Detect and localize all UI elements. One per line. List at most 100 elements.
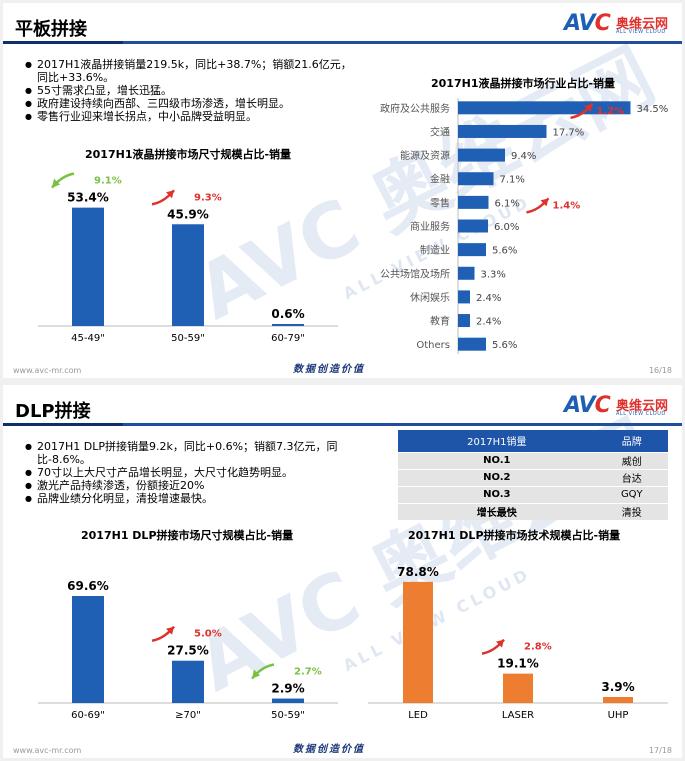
tick-label: Others [416,340,450,351]
data-label: 6.1% [495,198,520,209]
bullet-item: 政府建设持续向西部、三四级市场渗透，增长明显。 [25,97,355,110]
data-label: 45.9% [167,207,209,221]
trend-arrow-head [166,626,174,635]
chart-dlp-size: 69.6% 60-69" 27.5% ≥70" 5.0% 2.9% 50-59" 2.7% [38,579,338,721]
data-label: 19.1% [497,657,539,671]
tick-label: 60-79" [271,333,305,344]
footer-url: www.avc-mr.com [13,366,82,375]
title-divider [3,41,682,44]
data-label: 3.3% [481,269,506,280]
chart-lcd-size: 53.4% 45-49" 9.1% 45.9% 50-59" 9.3% 0.6% 60-79" [38,172,338,344]
slide-lcd-splicing: AVC 奥维云网 ALL VIEW CLOUD 平板拼接 AVC 奥维云网 AL… [3,3,682,378]
brand-ranking-table: 2017H1销量 品牌 NO.1 威创 NO.2 台达 NO.3 GQY 增长最… [398,430,668,520]
tick-label: 45-49" [71,333,105,344]
chart-title-dlp-size: 2017H1 DLP拼接市场尺寸规模占比-销量 [81,529,294,542]
chart-dlp-tech: 78.8% LED 19.1% LASER 2.8% 3.9% UHP [368,565,668,721]
tick-label: 制造业 [420,244,450,257]
bar [458,172,494,186]
tick-label: 交通 [430,125,450,138]
chart-title-dlp-tech: 2017H1 DLP拼接市场技术规模占比-销量 [408,529,621,542]
tick-label: 政府及公共服务 [380,102,450,115]
tick-label: UHP [608,710,629,721]
chart-lcd-industry: 政府及公共服务 34.5% 1.2% 交通 17.7% 能源及资源 9.4% 金融 7.1% 零售… [380,98,669,354]
bar [458,219,488,233]
footer-slogan: 数据创造价值 [293,364,365,375]
bar [458,124,547,138]
table-header-row: 2017H1销量 品牌 [398,430,668,452]
trend-arrow-head [540,198,549,207]
bar [458,195,489,209]
avc-logo: AVC 奥维云网 ALL VIEW CLOUD [564,11,669,36]
bar [72,207,104,326]
table-row: 增长最快 清投 [398,502,668,520]
footer-url: www.avc-mr.com [13,746,82,755]
table-row: NO.3 GQY [398,485,668,503]
page-title: 平板拼接 [15,19,87,40]
table-cell: NO.1 [398,451,596,469]
data-label: 2.9% [271,682,304,696]
title-divider [3,423,682,426]
table-row: NO.1 威创 [398,451,668,469]
change-label: 1.4% [553,200,581,211]
bullet-item: 品牌业绩分化明显，清投增速最快。 [25,492,365,505]
bar [458,337,486,351]
tick-label: 休闲娱乐 [410,291,450,304]
change-label: 2.8% [524,642,552,653]
data-label: 2.4% [476,317,501,328]
change-label: 9.1% [94,176,122,187]
avc-logo: AVC 奥维云网 ALL VIEW CLOUD [564,393,669,418]
tick-label: 能源及资源 [400,149,450,162]
bar [72,595,104,703]
bullet-item: 55寸需求凸显，增长迅猛。 [25,84,355,97]
bar [172,660,204,703]
bar [172,224,204,326]
data-label: 78.8% [397,565,439,579]
tick-label: 60-69" [71,710,105,721]
bar [272,698,304,703]
data-label: 5.6% [492,340,517,351]
data-label: 6.0% [494,222,519,233]
bar [272,324,304,326]
data-label: 69.6% [67,579,109,593]
bullet-list: 2017H1液晶拼接销量219.5k，同比+38.7%；销额21.6亿元，同比+… [25,58,355,123]
table-row: NO.2 台达 [398,468,668,486]
data-label: 2.4% [476,293,501,304]
table-cell: 增长最快 [398,502,596,520]
change-label: 1.2% [597,106,625,117]
tick-label: ≥70" [175,710,201,721]
bullet-item: 2017H1 DLP拼接销量9.2k，同比+0.6%；销额7.3亿元，同比-8.… [25,440,365,466]
trend-arrow-head [252,669,260,679]
change-label: 2.7% [294,667,322,678]
page-number: 16/18 [648,366,672,375]
bullet-item: 零售行业迎来增长拐点，中小品牌受益明显。 [25,110,355,123]
bar [458,266,475,280]
bullet-item: 70寸以上大尺寸产品增长明显，大尺寸化趋势明显。 [25,466,365,479]
bar [458,101,631,115]
data-label: 0.6% [271,307,304,321]
bullet-item: 激光产品持续渗透，份额接近20% [25,479,365,492]
trend-arrow-head [52,178,60,188]
tick-label: 教育 [430,315,450,328]
table-header: 2017H1销量 [398,430,596,452]
data-label: 5.6% [492,246,517,257]
change-label: 9.3% [194,192,222,203]
bar [603,697,633,703]
table-cell: GQY [595,485,668,503]
table-header: 品牌 [595,430,668,452]
table-cell: 清投 [595,502,668,520]
tick-label: 公共场馆及场所 [380,267,450,280]
trend-arrow-head [166,190,174,199]
data-label: 3.9% [601,680,634,694]
tick-label: 50-59" [271,710,305,721]
tick-label: 零售 [430,196,450,209]
data-label: 9.4% [511,151,536,162]
table-cell: 台达 [595,468,668,486]
bar [458,314,470,328]
bar [403,581,433,703]
data-label: 27.5% [167,644,209,658]
page-number: 17/18 [648,746,672,755]
chart-title-lcd-industry: 2017H1液晶拼接市场行业占比-销量 [431,77,616,90]
data-label: 34.5% [637,104,669,115]
table-cell: NO.3 [398,485,596,503]
tick-label: 商业服务 [410,220,450,233]
